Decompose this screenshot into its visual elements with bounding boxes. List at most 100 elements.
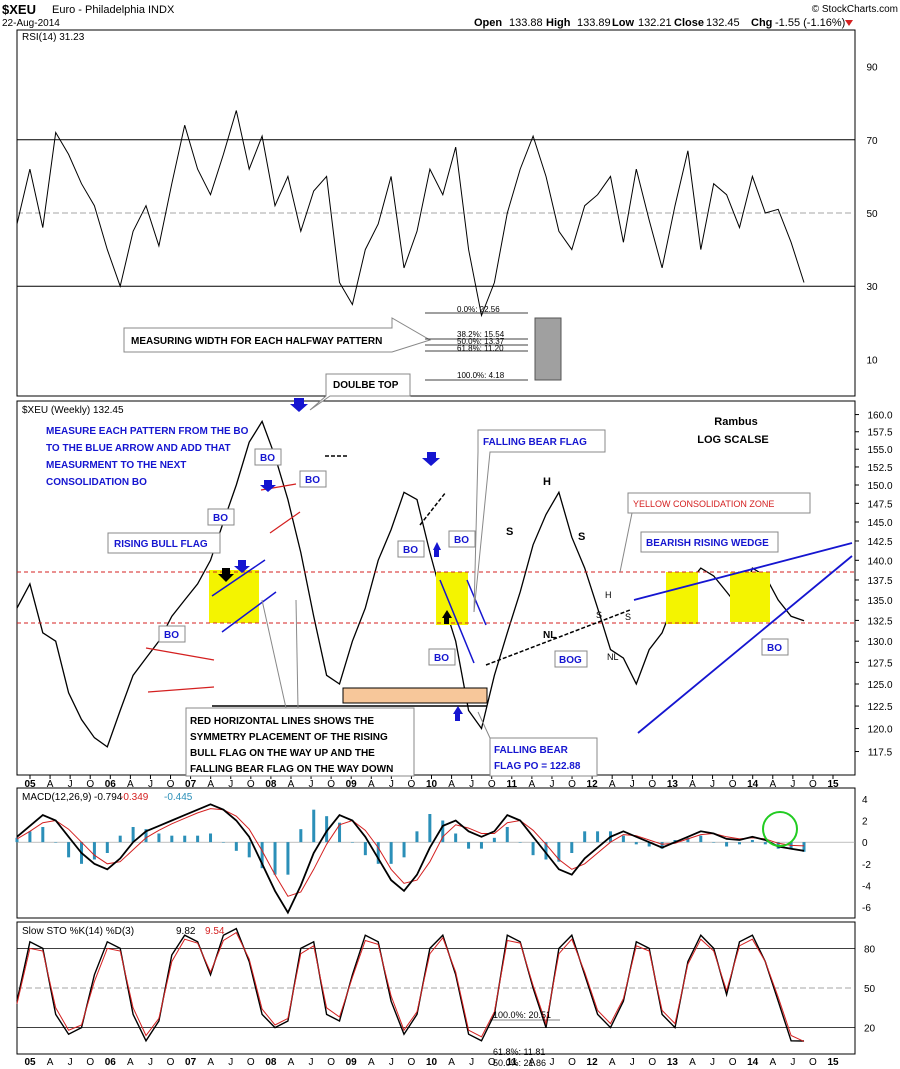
flag-line-4 [269,511,301,534]
macd-histogram-bar [763,842,767,845]
x-tick-label: J [710,1057,715,1068]
x-tick-label: O [167,1057,175,1068]
bo-tag: BO [305,475,320,486]
macd-tick-label: 2 [862,817,868,828]
bo-tag: BO [164,630,179,641]
price-tick-label: 157.5 [867,428,892,439]
macd-histogram-bar [647,842,651,847]
macd-histogram-bar [415,831,419,843]
x-tick-label: O [729,779,737,790]
blue-up-arrow-icon [432,542,441,550]
price-tick-label: 142.5 [867,537,892,548]
po-pointer [477,711,491,739]
price-tick-label: 150.0 [867,481,892,492]
price-tick-label: 125.0 [867,680,892,691]
macd-line [16,803,805,915]
price-tick-label: 152.5 [867,463,892,474]
rsi-tick-label: 30 [866,282,878,293]
x-tick-label: J [148,1057,153,1068]
x-tick-label: O [327,1057,335,1068]
support-zone [342,687,488,704]
macd-plot: 4 2 0 -2 -4 -6 [15,795,871,915]
x-tick-label: A [127,779,134,790]
x-tick-label: O [648,1057,656,1068]
x-tick-label: O [86,779,94,790]
po-label-1: FALLING BEAR [494,745,569,756]
x-tick-label: 13 [667,1057,679,1068]
x-tick-label: O [568,1057,576,1068]
x-tick-label: O [648,779,656,790]
black-up-arrow-stem [444,618,449,624]
macd-histogram-bar [505,827,509,843]
x-tick-label: J [469,779,474,790]
macd-histogram-bar [221,842,225,843]
macd-histogram-bar [183,835,187,843]
fib-label-0: 0.0%: 22.56 [457,305,500,314]
yellow-zone-1 [209,570,259,623]
price-tick-label: 155.0 [867,445,892,456]
macd-tick-label: 0 [862,838,868,849]
x-tick-label: J [228,1057,233,1068]
hs-small-s-left: S [596,610,602,620]
macd-histogram-bar [338,822,342,843]
macd-histogram-bar [299,829,303,843]
macd-histogram-bar [247,842,251,858]
x-tick-label: O [247,1057,255,1068]
price-tick-label: 160.0 [867,411,892,422]
measure-callout-text: MEASURING WIDTH FOR EACH HALFWAY PATTERN [131,336,382,347]
macd-histogram-bar [260,842,264,869]
x-tick-label: J [549,1057,554,1068]
price-tick-label: 127.5 [867,658,892,669]
bear-flag-upper [439,579,475,664]
macd-histogram-bar [15,837,19,843]
hs-h: H [543,476,551,488]
rsi-tick-label: 10 [866,355,878,366]
price-tick-label: 137.5 [867,576,892,587]
x-tick-label: 14 [747,779,759,790]
yellow-zone-label: YELLOW CONSOLIDATION ZONE [633,499,774,509]
chart-date: 22-Aug-2014 [2,18,60,29]
macd-histogram-bar [467,842,471,849]
po-callout [489,737,598,777]
blue-down-arrow-icon [260,480,276,492]
bull-flag-lower [221,591,277,633]
black-up-arrow-icon [442,610,452,618]
x-tick-label: A [609,779,616,790]
x-tick-label: O [809,1057,817,1068]
x-tick-label: 06 [105,779,117,790]
flag-line-1 [145,647,215,661]
x-tick-label: 05 [24,1057,36,1068]
yellow-zone-2 [436,572,468,625]
x-tick-label: 14 [747,1057,759,1068]
macd-histogram-bar [28,831,32,843]
log-scale-label: LOG SCALSE [697,434,769,446]
x-tick-label: A [529,1057,536,1068]
black-down-arrow-icon [218,568,234,582]
price-plot: 160.0 157.5 155.0 152.5 150.0 147.5 145.0 142.5… [16,411,893,759]
macd-histogram-bar [170,835,174,843]
open-value: 133.88 [509,17,543,29]
macd-histogram-bar [479,842,483,849]
macd-histogram-bar [144,829,148,843]
x-tick-label: 08 [265,1057,277,1068]
x-tick-label: A [448,1057,455,1068]
x-tick-label: J [630,1057,635,1068]
hs-s-left: S [506,526,513,538]
price-tick-label: 122.5 [867,702,892,713]
x-tick-label: J [389,1057,394,1068]
x-tick-label: O [488,779,496,790]
x-tick-label: 10 [426,1057,438,1068]
rsi-label: RSI(14) 31.23 [22,32,85,43]
macd-histogram-bar [376,842,380,864]
x-tick-label: A [288,779,295,790]
x-tick-label: A [689,779,696,790]
double-top-label: DOULBE TOP [333,380,399,391]
x-tick-label: A [368,1057,375,1068]
x-tick-label: 09 [346,779,358,790]
x-tick-label: J [309,1057,314,1068]
red-lines-callout [185,707,415,777]
bo-tag: BO [213,513,228,524]
x-tick-label: J [68,779,73,790]
macd-histogram-bar [363,842,367,856]
